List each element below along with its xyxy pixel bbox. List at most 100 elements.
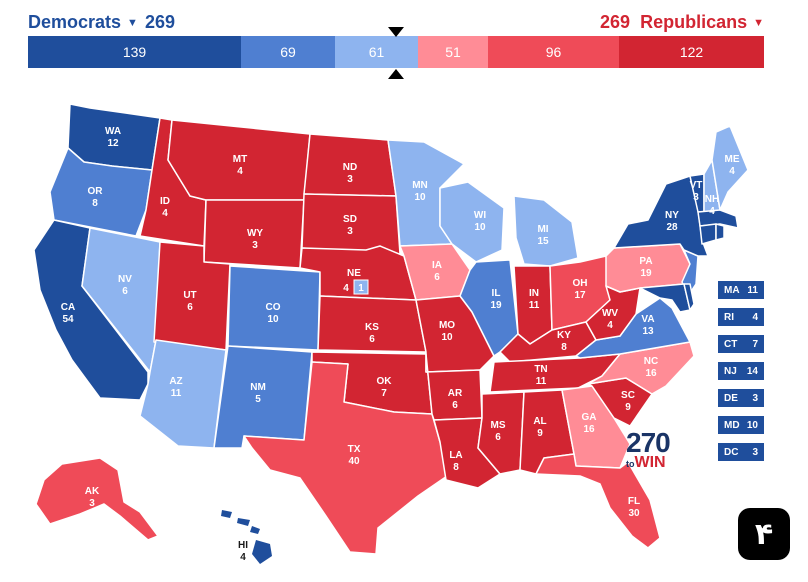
state-HI-island-2[interactable] xyxy=(237,518,250,526)
label-AR-ev: 6 xyxy=(452,400,458,411)
label-SD-ev: 3 xyxy=(347,226,353,237)
republicans-total: 269 xyxy=(599,12,630,32)
label-OR-abbr: OR xyxy=(88,186,104,197)
small-state-abbr: MA xyxy=(724,284,740,296)
label-NV-ev: 6 xyxy=(122,286,128,297)
small-state-ev: 10 xyxy=(746,419,758,431)
small-state-RI[interactable]: RI 4 xyxy=(717,307,765,327)
chevron-down-icon: ▼ xyxy=(127,16,138,29)
label-LA-ev: 8 xyxy=(453,462,459,473)
label-CA-abbr: CA xyxy=(61,302,75,313)
bar-segment-lean-d: 61 xyxy=(335,36,418,68)
state-HI-island-1[interactable] xyxy=(221,510,232,518)
state-HI-island-3[interactable] xyxy=(250,526,260,534)
label-OR-ev: 8 xyxy=(92,198,98,209)
state-labels: WA 12 OR 8 CA 54 NV 6 ID 4 MT 4 WY 3 UT … xyxy=(61,126,740,563)
label-ME-ev: 4 xyxy=(729,166,735,177)
label-NV-abbr: NV xyxy=(118,274,132,285)
label-HI-abbr: HI xyxy=(238,540,248,551)
label-SD-abbr: SD xyxy=(343,214,357,225)
label-KS-ev: 6 xyxy=(369,334,375,345)
logo-win: WIN xyxy=(634,454,666,471)
bar-segment-lean-r: 51 xyxy=(418,36,488,68)
label-KY-abbr: KY xyxy=(557,330,571,341)
small-state-ev: 7 xyxy=(752,338,758,350)
state-AK[interactable] xyxy=(35,457,159,541)
label-VT-ev: 3 xyxy=(693,192,699,203)
label-NY-abbr: NY xyxy=(665,210,679,221)
label-UT-ev: 6 xyxy=(187,302,193,313)
small-state-ev: 4 xyxy=(752,311,758,323)
state-NM[interactable] xyxy=(213,345,313,449)
small-state-MD[interactable]: MD 10 xyxy=(717,415,765,435)
label-WA-ev: 12 xyxy=(107,138,119,149)
label-ID-abbr: ID xyxy=(160,196,170,207)
label-IL-abbr: IL xyxy=(492,288,501,299)
label-CO-ev: 10 xyxy=(267,314,279,325)
label-TX-ev: 40 xyxy=(348,456,360,467)
small-state-abbr: DC xyxy=(724,446,739,458)
label-AK-ev: 3 xyxy=(89,498,95,509)
label-WY-abbr: WY xyxy=(247,228,263,239)
label-AR-abbr: AR xyxy=(448,388,463,399)
label-GA-ev: 16 xyxy=(583,424,595,435)
midpoint-marker-bottom-icon xyxy=(388,69,404,79)
small-state-MA[interactable]: MA 11 xyxy=(717,280,765,300)
ne-district-box[interactable] xyxy=(353,279,369,295)
small-state-ev: 11 xyxy=(747,284,758,296)
label-NM-ev: 5 xyxy=(255,394,261,405)
state-UT[interactable] xyxy=(153,241,231,351)
label-MN-ev: 10 xyxy=(414,192,426,203)
label-KY-ev: 8 xyxy=(561,342,567,353)
label-ID-ev: 4 xyxy=(162,208,168,219)
bar-segment-likely-r: 96 xyxy=(488,36,619,68)
label-TN-ev: 11 xyxy=(536,376,547,387)
label-IN-abbr: IN xyxy=(529,288,539,299)
label-WV-abbr: WV xyxy=(602,308,618,319)
democrats-dropdown[interactable]: Democrats ▼ xyxy=(28,12,138,33)
label-MN-abbr: MN xyxy=(412,180,428,191)
small-state-ev: 14 xyxy=(746,365,758,377)
state-MI[interactable] xyxy=(513,195,579,267)
state-IL[interactable] xyxy=(459,259,519,357)
label-WA-abbr: WA xyxy=(105,126,121,137)
small-state-DE[interactable]: DE 3 xyxy=(717,388,765,408)
small-state-CT[interactable]: CT 7 xyxy=(717,334,765,354)
state-FL[interactable] xyxy=(535,453,661,549)
small-state-ev: 3 xyxy=(752,446,758,458)
label-WI-ev: 10 xyxy=(474,222,486,233)
label-TX-abbr: TX xyxy=(348,444,361,455)
state-DE[interactable] xyxy=(683,283,695,311)
label-NC-ev: 16 xyxy=(645,368,657,379)
label-PA-ev: 19 xyxy=(640,268,652,279)
state-AZ[interactable] xyxy=(139,339,227,449)
label-SC-ev: 9 xyxy=(625,402,631,413)
label-NE-ev: 4 xyxy=(343,283,349,294)
small-state-abbr: CT xyxy=(724,338,738,350)
state-TX[interactable] xyxy=(243,361,451,555)
state-CT[interactable] xyxy=(699,223,717,245)
label-OK-ev: 7 xyxy=(381,388,387,399)
bar-segment-solid-r: 122 xyxy=(619,36,764,68)
label-NM-abbr: NM xyxy=(250,382,266,393)
state-HI-island-4[interactable] xyxy=(252,540,272,564)
small-states-list: MA 11 RI 4 CT 7 NJ 14 DE 3 MD 10 DC 3 xyxy=(717,280,765,469)
small-state-DC[interactable]: DC 3 xyxy=(717,442,765,462)
label-MT-ev: 4 xyxy=(237,166,243,177)
label-KS-abbr: KS xyxy=(365,322,379,333)
label-NH-abbr: NH xyxy=(705,194,719,205)
label-IA-ev: 6 xyxy=(434,272,440,283)
label-WI-abbr: WI xyxy=(474,210,486,221)
logo-number: 270 xyxy=(626,427,671,458)
small-state-NJ[interactable]: NJ 14 xyxy=(717,361,765,381)
state-RI[interactable] xyxy=(715,223,725,241)
label-IL-ev: 19 xyxy=(490,300,502,311)
republicans-dropdown[interactable]: Republicans ▼ xyxy=(640,12,764,33)
label-CA-ev: 54 xyxy=(62,314,74,325)
label-TN-abbr: TN xyxy=(534,364,547,375)
number-badge: ۴ xyxy=(738,508,790,560)
270towin-logo[interactable]: 270 toWIN xyxy=(626,427,686,471)
state-WI[interactable] xyxy=(439,181,505,263)
small-state-abbr: NJ xyxy=(724,365,737,377)
